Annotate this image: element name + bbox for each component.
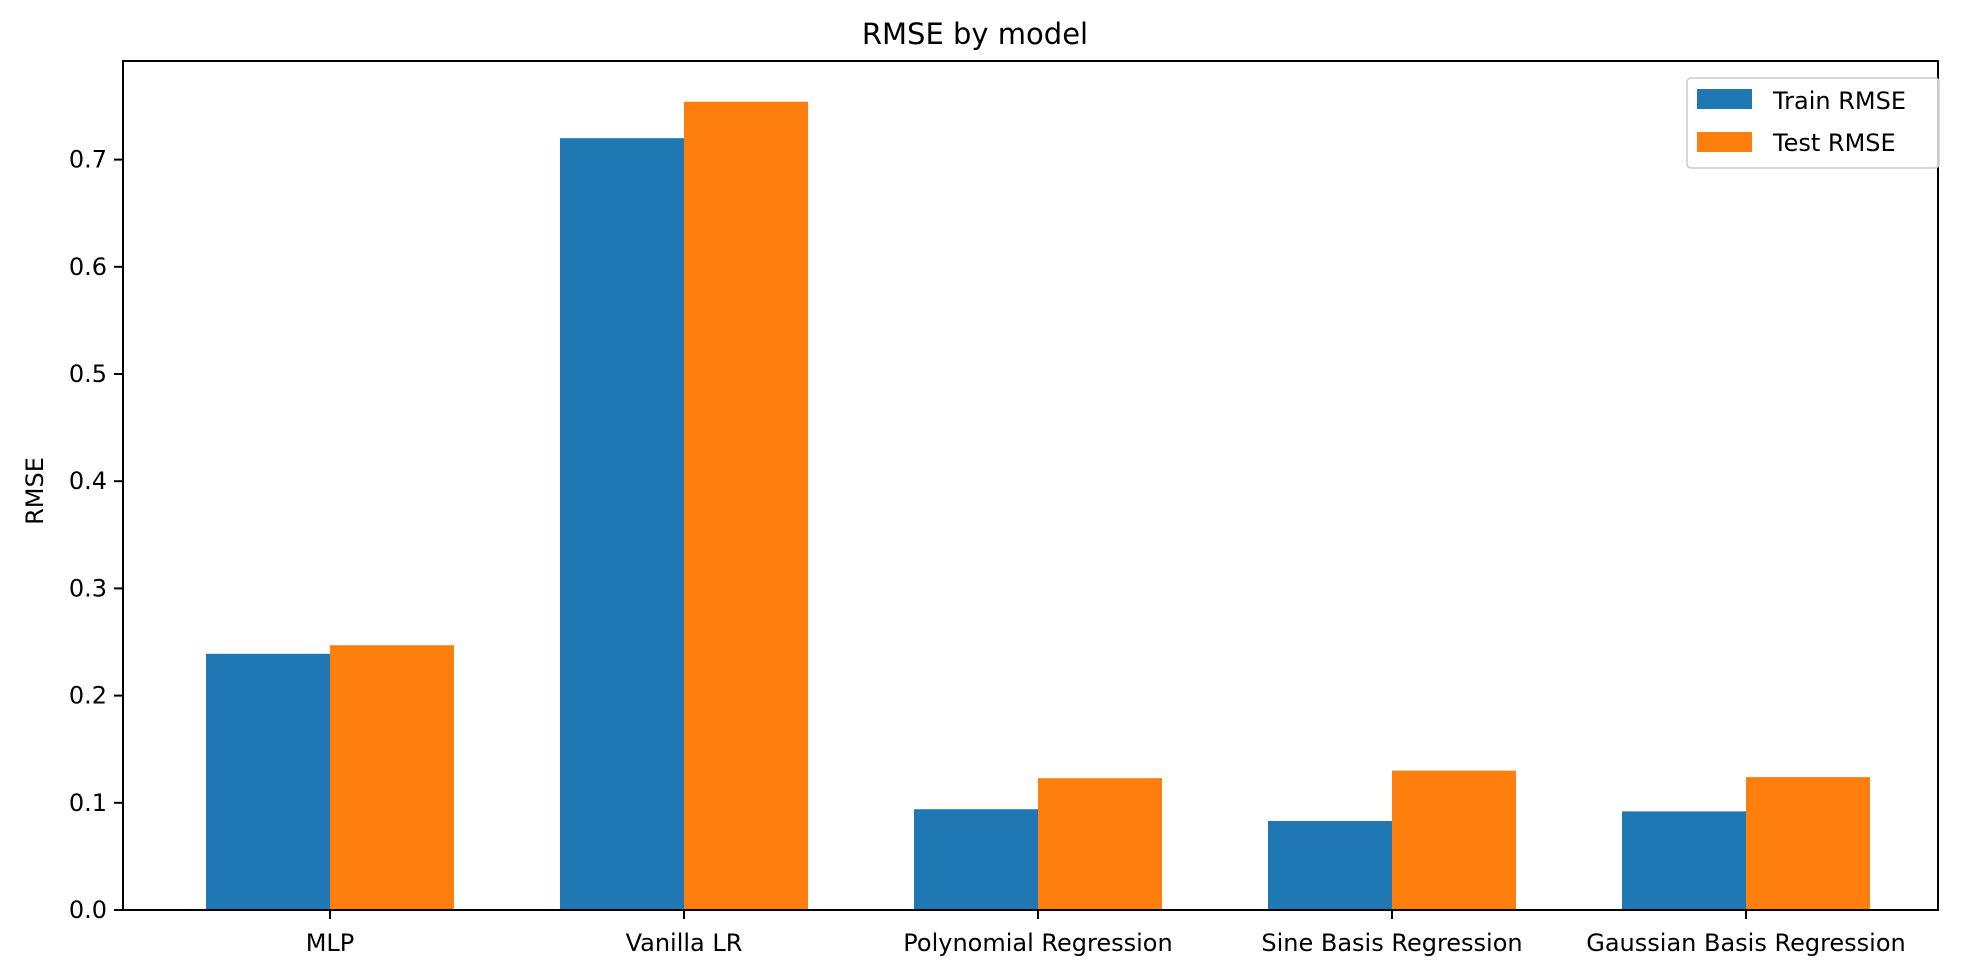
y-tick-label: 0.0 <box>69 896 107 924</box>
bar-test-4 <box>1746 777 1870 910</box>
bar-test-2 <box>1038 778 1162 910</box>
x-tick-label: Vanilla LR <box>626 929 743 957</box>
bars-layer <box>206 101 1870 910</box>
plot-frame <box>122 60 1939 911</box>
legend-swatch-train <box>1697 89 1752 109</box>
x-axis-ticks: MLP Vanilla LR Polynomial Regression Sine B… <box>306 910 1906 957</box>
bar-train-3 <box>1268 821 1392 910</box>
chart-title: RMSE by model <box>862 17 1088 51</box>
x-tick-label: Sine Basis Regression <box>1261 929 1522 957</box>
bar-train-0 <box>206 653 330 910</box>
legend-swatch-test <box>1697 132 1752 152</box>
bar-train-1 <box>560 138 684 910</box>
y-tick-label: 0.1 <box>69 789 107 817</box>
y-tick-label: 0.3 <box>69 574 107 602</box>
y-tick-label: 0.7 <box>69 146 107 174</box>
x-tick-label: Gaussian Basis Regression <box>1586 929 1906 957</box>
legend-label-test: Test RMSE <box>1772 129 1896 157</box>
bar-test-3 <box>1392 770 1516 910</box>
y-axis-ticks: 0.0 0.1 0.2 0.3 0.4 0.5 0.6 0.7 <box>69 146 123 924</box>
legend-label-train: Train RMSE <box>1772 87 1906 115</box>
bar-train-2 <box>914 809 1038 910</box>
bar-test-0 <box>330 645 454 910</box>
x-tick-label: Polynomial Regression <box>903 929 1172 957</box>
y-tick-label: 0.4 <box>69 467 107 495</box>
y-tick-label: 0.2 <box>69 682 107 710</box>
bar-test-1 <box>684 101 808 910</box>
x-tick-label: MLP <box>306 929 355 957</box>
y-tick-label: 0.5 <box>69 360 107 388</box>
bar-train-4 <box>1622 811 1746 910</box>
legend: Train RMSE Test RMSE <box>1686 77 1940 169</box>
y-tick-label: 0.6 <box>69 253 107 281</box>
y-axis-label: RMSE <box>21 457 49 525</box>
